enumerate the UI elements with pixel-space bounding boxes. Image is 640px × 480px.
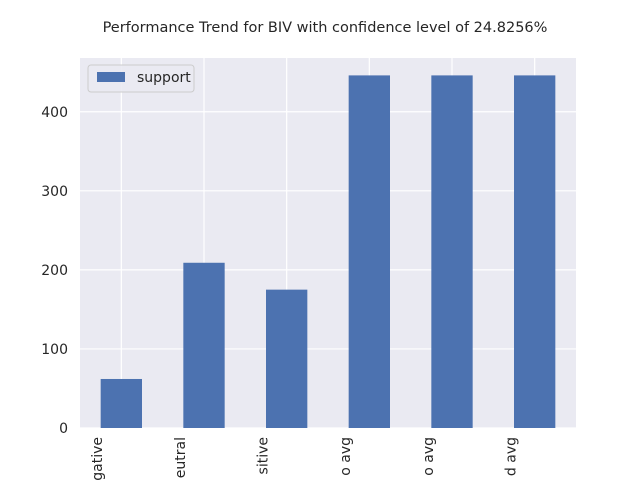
bars: [100, 75, 556, 429]
y-tick-label: 200: [41, 263, 68, 279]
chart-title: Performance Trend for BIV with confidenc…: [103, 20, 548, 36]
bar-negative: [100, 378, 142, 428]
legend-label-support: support: [137, 70, 191, 86]
bar-weighted-avg: [514, 75, 556, 429]
bar-macro-avg: [431, 75, 473, 429]
y-tick-label: 300: [41, 184, 68, 200]
x-tick-label: gative: [90, 437, 106, 480]
y-tick-label: 0: [59, 421, 68, 437]
legend: support: [87, 64, 195, 93]
x-tick-label: o avg: [421, 437, 437, 476]
bar-positive: [266, 289, 308, 428]
y-tick-label: 100: [41, 342, 68, 358]
x-tick-label: o avg: [338, 437, 354, 476]
y-axis-ticks: 0 100 200 300 400: [41, 105, 68, 437]
legend-box: [87, 64, 195, 93]
bar-neutral: [183, 262, 225, 428]
x-axis-ticks: gative eutral sitive o avg o avg d avg: [90, 437, 519, 480]
x-tick-label: d avg: [504, 437, 520, 476]
plot-area: [80, 58, 576, 428]
legend-swatch-support: [97, 72, 125, 82]
y-tick-label: 400: [41, 105, 68, 121]
x-tick-label: sitive: [256, 437, 272, 474]
bar-micro-avg: [348, 75, 390, 429]
x-tick-label: eutral: [173, 437, 189, 478]
